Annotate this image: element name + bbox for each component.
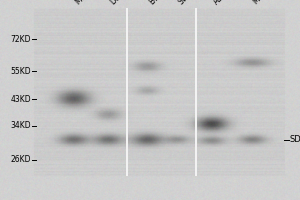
Text: 34KD: 34KD xyxy=(11,121,31,130)
Text: 55KD: 55KD xyxy=(11,66,31,75)
Text: MCF7: MCF7 xyxy=(74,0,95,6)
Text: BT474: BT474 xyxy=(147,0,171,6)
Text: A549: A549 xyxy=(212,0,232,6)
Text: SW620: SW620 xyxy=(177,0,202,6)
Text: 43KD: 43KD xyxy=(11,95,31,104)
Text: 26KD: 26KD xyxy=(11,156,31,164)
Text: 72KD: 72KD xyxy=(11,34,31,44)
Text: Mouse lung: Mouse lung xyxy=(252,0,290,6)
Text: SDC1: SDC1 xyxy=(290,136,300,144)
Text: DU145: DU145 xyxy=(108,0,133,6)
